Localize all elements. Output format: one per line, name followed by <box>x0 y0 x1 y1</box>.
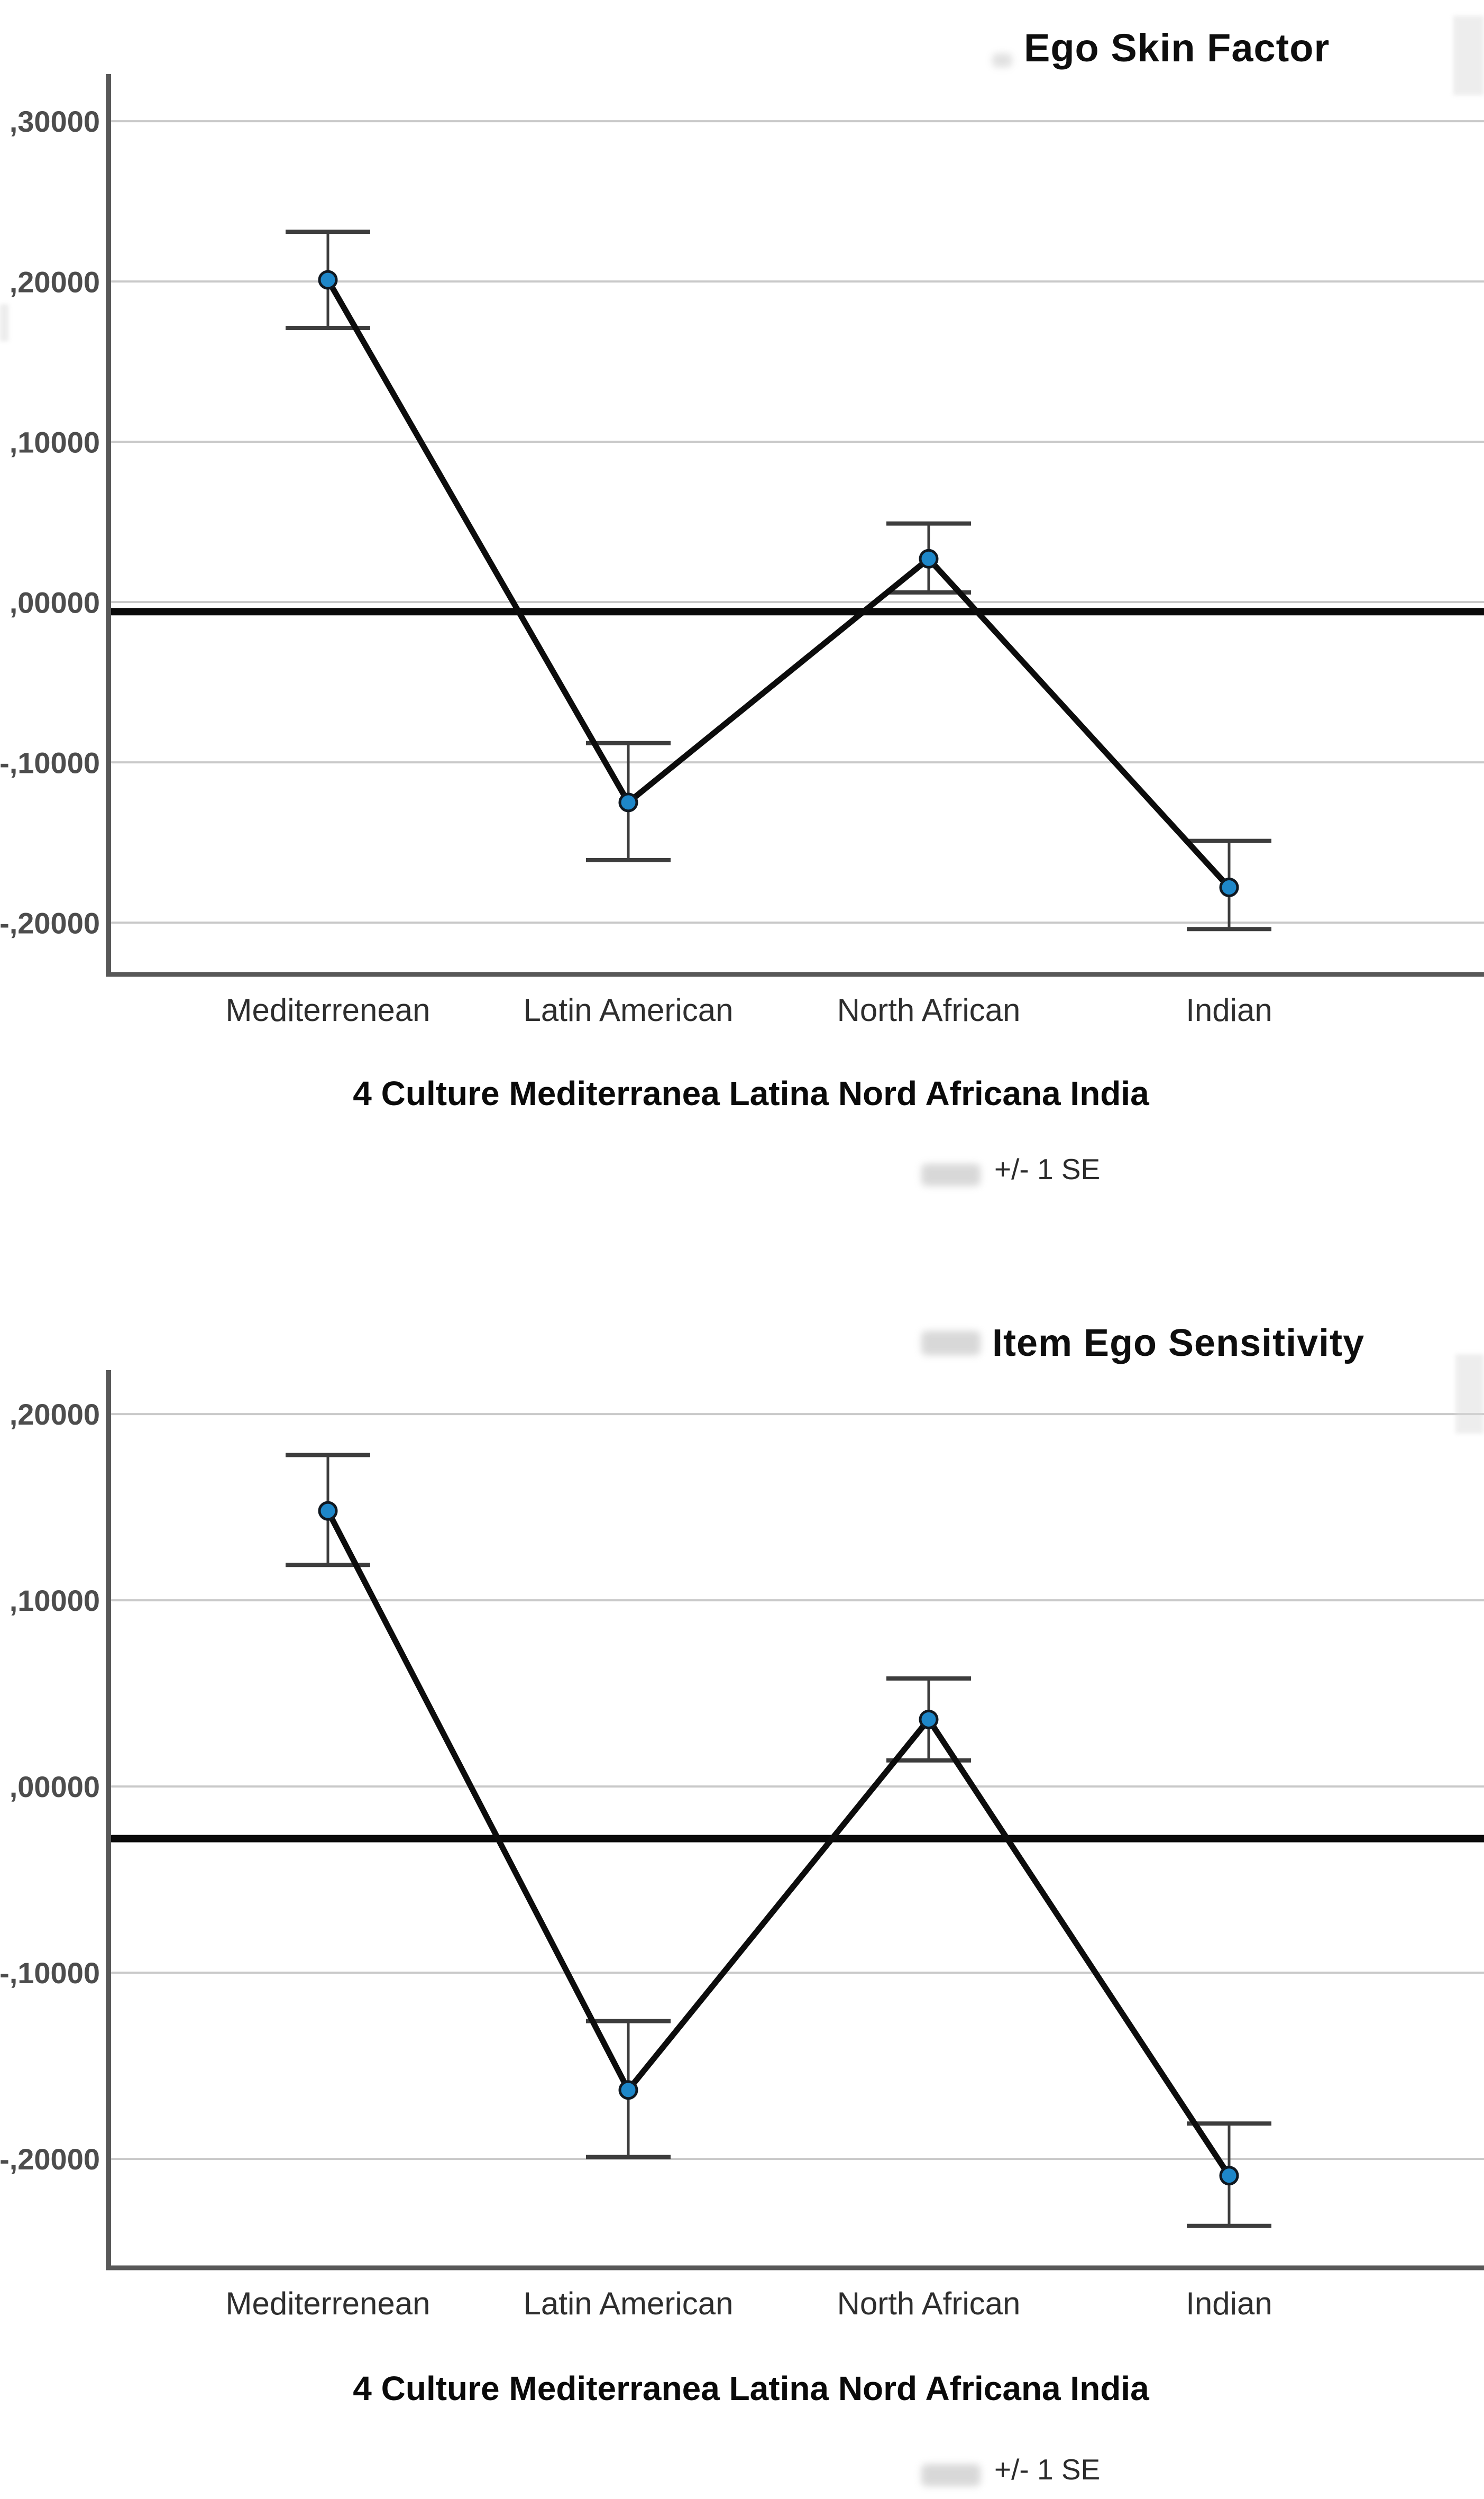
redaction-smudge <box>921 1164 981 1186</box>
chart1-caption: +/- 1 SE <box>994 1153 1101 1185</box>
data-point <box>1219 2166 1239 2186</box>
x-tick-label: Indian <box>1186 2286 1272 2321</box>
chart2-caption: +/- 1 SE <box>994 2453 1101 2486</box>
x-tick-label: North African <box>837 992 1021 1028</box>
chart2-title: Item Ego Sensitivity <box>992 1322 1365 1364</box>
data-point <box>1219 877 1239 897</box>
chart-1: ,30000 ,20000 ,10000 ,00000 -,10000 -,20000 Me… <box>0 74 1484 1028</box>
data-point <box>919 549 939 569</box>
y-tick-label: ,00000 <box>10 586 100 619</box>
x-tick-label: Mediterrenean <box>226 2286 430 2321</box>
chart1-title: Ego Skin Factor <box>1024 26 1330 70</box>
data-point <box>318 270 338 290</box>
chart1-caption-row: +/- 1 SE <box>921 1152 1100 1186</box>
data-point <box>318 1501 338 1521</box>
y-tick-label: ,00000 <box>10 1770 100 1803</box>
redaction-smudge <box>992 53 1012 67</box>
x-tick-label: North African <box>837 2286 1021 2321</box>
y-tick-label: -,20000 <box>0 906 100 940</box>
y-tick-label: ,10000 <box>10 1584 100 1617</box>
chart1-title-row: Ego Skin Factor <box>992 25 1330 70</box>
redaction-smudge <box>921 1331 981 1355</box>
x-tick-label: Mediterrenean <box>226 992 430 1028</box>
data-point <box>618 2080 638 2100</box>
redaction-smudge <box>921 2464 981 2486</box>
y-tick-label: ,30000 <box>10 105 100 138</box>
chart1-x-axis-title: 4 Culture Mediterranea Latina Nord Afric… <box>353 1074 1149 1112</box>
clipped-ylabel-artifact <box>0 304 8 341</box>
chart2-x-axis-title: 4 Culture Mediterranea Latina Nord Afric… <box>353 2369 1149 2407</box>
series-line <box>325 278 1232 890</box>
scan-artifact <box>1453 16 1484 95</box>
x-tick-label: Latin American <box>524 992 734 1028</box>
y-tick-label: ,20000 <box>10 265 100 298</box>
x-tick-label: Latin American <box>524 2286 734 2321</box>
y-tick-label: -,20000 <box>0 2142 100 2176</box>
y-tick-label: ,20000 <box>10 1398 100 1431</box>
chart2-caption-row: +/- 1 SE <box>921 2452 1100 2486</box>
data-point <box>618 792 638 813</box>
y-tick-label: ,10000 <box>10 425 100 459</box>
y-tick-label: -,10000 <box>0 1956 100 1990</box>
chart2-title-row: Item Ego Sensitivity <box>921 1321 1364 1365</box>
data-point <box>919 1709 939 1729</box>
series-line <box>325 1509 1232 2177</box>
chart-2: ,20000 ,10000 ,00000 -,10000 -,20000 Mediterr… <box>0 1370 1484 2321</box>
y-tick-label: -,10000 <box>0 746 100 779</box>
x-tick-label: Indian <box>1186 992 1272 1028</box>
scan-artifact <box>1455 1354 1484 1434</box>
